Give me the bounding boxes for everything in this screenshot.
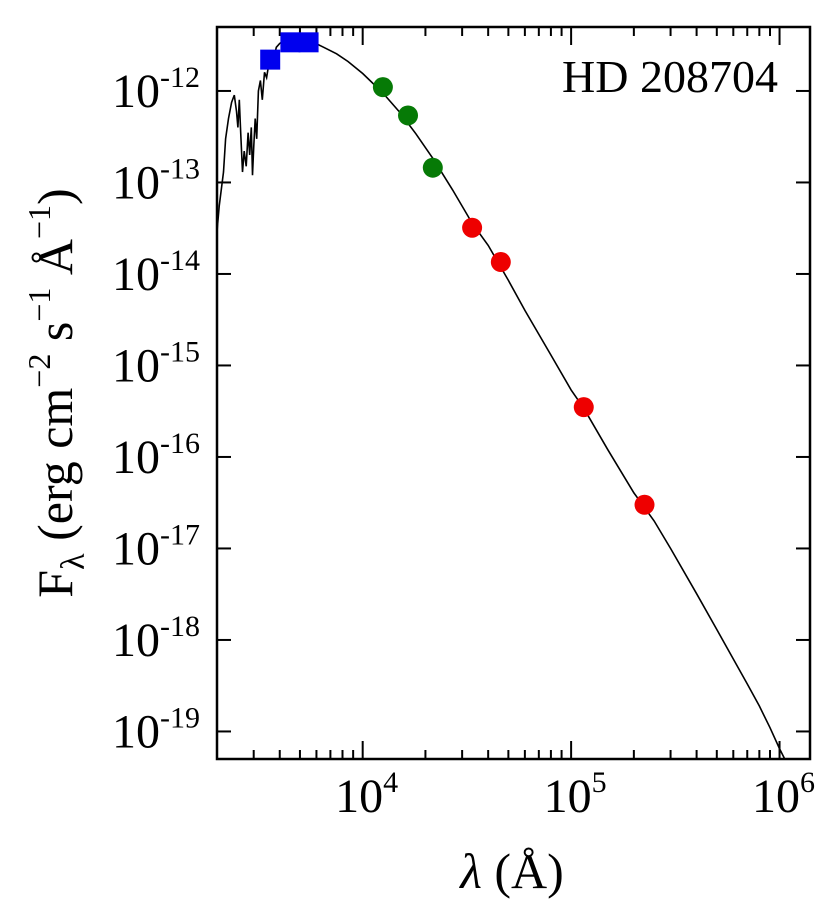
data-point-circle [422,157,443,178]
data-point-square [298,32,319,53]
y-axis-title-part2: s [27,322,83,354]
data-point-circle [462,217,483,238]
y-tick-label: 10-18 [112,610,200,667]
data-point-circle [490,252,511,273]
data-point-circle [634,494,655,515]
y-tick-label: 10-14 [112,244,200,301]
y-tick-label: 10-15 [112,335,200,392]
chart-title: HD 208704 [562,51,778,102]
y-tick-label: 10-19 [112,701,200,758]
y-axis-title-sup3: −1 [21,205,57,239]
data-point-circle [573,397,594,418]
y-tick-label: 10-16 [112,427,200,484]
tick-labels: 104 105 106 10-12 10-13 10-14 10-15 10-16 10-17 1… [112,61,815,823]
x-axis-title-unit: (Å) [482,843,564,899]
photometry-points [260,32,655,515]
x-axis-title-symbol: λ [458,843,482,899]
x-tick-label: 104 [335,766,398,823]
data-point-circle [372,77,393,98]
data-point-square [280,32,301,53]
y-axis-title-sub: λ [55,553,92,570]
x-tick-label: 105 [544,766,607,823]
y-axis-title-close: ) [27,188,83,205]
y-axis-title-part1: (erg cm [27,388,83,554]
y-axis-title-sup2: −1 [21,288,57,322]
axis-ticks [216,27,810,759]
model-spectrum-line [217,37,786,759]
data-point-circle [398,105,419,126]
y-tick-label: 10-17 [112,518,200,575]
y-axis-title-sup1: −2 [21,354,57,388]
x-axis-title: λ (Å) [458,843,564,899]
x-tick-label: 106 [752,766,815,823]
plot-frame [215,25,812,761]
y-axis-title-main: F [27,570,83,598]
y-tick-label: 10-13 [112,152,200,209]
data-point-square [260,49,281,70]
y-axis-title-part3: Å [27,239,83,288]
y-axis-title: Fλ (erg cm−2 s−1 Å−1) [21,188,92,597]
y-tick-label: 10-12 [112,61,200,118]
y-axis-title-group: Fλ (erg cm−2 s−1 Å−1) [21,188,92,597]
